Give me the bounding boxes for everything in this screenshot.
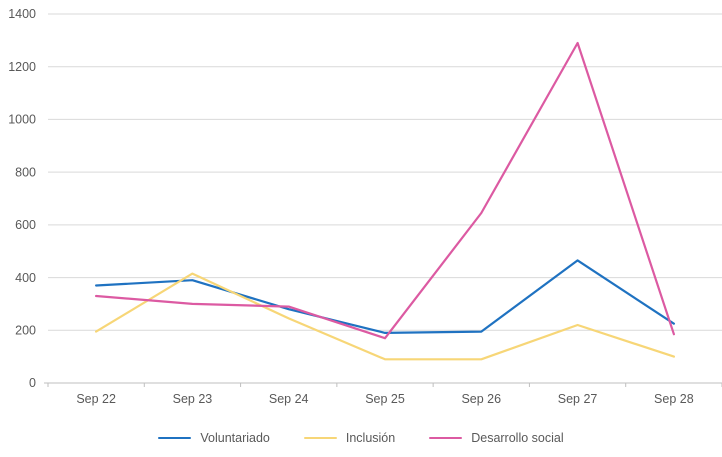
legend-line-marker-inclusion	[303, 436, 337, 440]
x-axis-label: Sep 25	[365, 392, 405, 406]
y-axis-label: 0	[29, 376, 36, 390]
series-line-voluntariado	[94, 259, 676, 334]
y-axis-label: 600	[15, 218, 36, 232]
legend-item-inclusion: Inclusión	[303, 430, 396, 445]
x-axis-label: Sep 27	[558, 392, 598, 406]
y-axis-label: 1200	[8, 60, 36, 74]
legend-label-inclusion: Inclusión	[345, 430, 396, 445]
legend-line-marker-voluntariado	[158, 436, 192, 440]
y-axis-label: 200	[15, 323, 36, 337]
line-chart: 0 200 400 600 800 1000 1200 1400 Sep 22 Sep 23 Sep…	[8, 7, 722, 406]
legend-item-voluntariado: Voluntariado	[158, 432, 270, 445]
x-axis-label: Sep 23	[173, 392, 213, 406]
y-axis-label: 1400	[8, 7, 36, 21]
chart-legend: Voluntariado Inclusión Desarrollo social	[0, 424, 722, 452]
y-axis-label: 400	[15, 271, 36, 285]
series-line-desarrollo-social	[94, 41, 676, 340]
legend-label-desarrollo-social: Desarrollo social	[471, 430, 564, 445]
legend-line-marker-desarrollo-social	[429, 436, 463, 440]
series-line-inclusion	[94, 272, 676, 361]
y-axis-label: 800	[15, 165, 36, 179]
x-axis-label: Sep 24	[269, 392, 309, 406]
legend-label-voluntariado: Voluntariado	[200, 430, 270, 445]
x-axis-label: Sep 26	[461, 392, 501, 406]
y-axis-label: 1000	[8, 113, 36, 127]
legend-item-desarrollo-social: Desarrollo social	[429, 430, 564, 445]
x-axis-label: Sep 28	[654, 392, 694, 406]
x-axis-label: Sep 22	[76, 392, 116, 406]
